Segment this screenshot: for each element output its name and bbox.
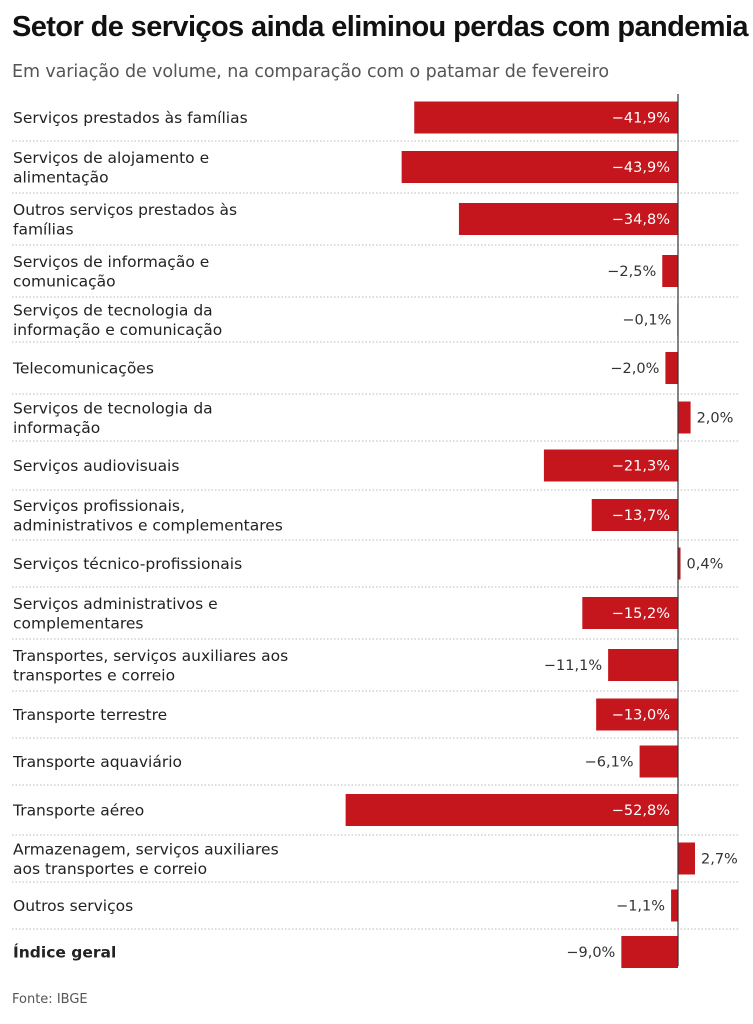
bar	[596, 698, 678, 731]
category-label: aos transportes e correio	[13, 860, 207, 878]
category-label: Índice geral	[13, 943, 116, 962]
data-label: −2,0%	[610, 361, 659, 377]
category-label: Serviços de informação e	[13, 253, 209, 271]
data-label: −13,7%	[612, 508, 670, 524]
category-label: comunicação	[13, 272, 116, 290]
category-label: Transporte aquaviário	[12, 753, 182, 771]
category-label: Serviços de alojamento e	[13, 149, 209, 167]
data-label: 2,0%	[697, 411, 734, 427]
category-label: Serviços audiovisuais	[13, 457, 179, 475]
category-label: Transportes, serviços auxiliares aos	[12, 647, 288, 665]
bar	[678, 842, 695, 875]
data-label: 0,4%	[687, 557, 724, 573]
bar	[639, 745, 678, 778]
category-label: Telecomunicações	[12, 360, 154, 378]
bar	[401, 151, 678, 183]
data-label: −43,9%	[612, 160, 670, 176]
category-label: Transporte aéreo	[12, 802, 144, 820]
category-label: informação e comunicação	[13, 321, 222, 339]
bar	[678, 401, 691, 434]
category-label: alimentação	[13, 168, 109, 186]
chart-subtitle: Em variação de volume, na comparação com…	[12, 62, 609, 82]
data-label: 2,7%	[701, 852, 738, 868]
data-label: −34,8%	[612, 212, 670, 228]
bar	[621, 936, 678, 968]
category-label: Serviços administrativos e	[13, 595, 218, 613]
data-label: −1,1%	[616, 899, 665, 915]
data-label: −11,1%	[544, 658, 602, 674]
data-label: −0,1%	[622, 313, 671, 329]
bar	[458, 203, 678, 235]
bar	[678, 547, 681, 580]
source-note: Fonte: IBGE	[12, 992, 88, 1007]
category-label: Serviços de tecnologia da	[13, 399, 213, 417]
data-label: −6,1%	[585, 755, 634, 771]
bar	[608, 649, 678, 681]
category-label: Serviços prestados às famílias	[13, 109, 248, 127]
category-label: Transporte terrestre	[12, 706, 167, 724]
category-label: informação	[13, 419, 100, 437]
bar	[582, 597, 678, 629]
data-label: −15,2%	[612, 606, 670, 622]
chart-title: Setor de serviços ainda eliminou perdas …	[12, 11, 749, 43]
data-label: −21,3%	[612, 459, 670, 475]
bar	[345, 794, 678, 826]
bar	[591, 499, 678, 531]
bar	[662, 255, 678, 287]
category-label: famílias	[13, 220, 74, 238]
data-label: −13,0%	[612, 708, 670, 724]
category-label: Outros serviços	[13, 897, 133, 915]
category-label: Serviços profissionais,	[13, 497, 185, 515]
data-label: −2,5%	[607, 264, 656, 280]
category-label: Serviços de tecnologia da	[13, 301, 213, 319]
bar	[543, 449, 678, 482]
category-label: Armazenagem, serviços auxiliares	[13, 840, 279, 858]
category-label: Outros serviços prestados às	[13, 201, 237, 219]
category-label: administrativos e complementares	[13, 516, 283, 534]
data-label: −9,0%	[566, 945, 615, 961]
bar	[665, 352, 678, 384]
bar	[414, 101, 678, 134]
data-label: −52,8%	[612, 803, 670, 819]
category-label: Serviços técnico-profissionais	[13, 555, 242, 573]
bar	[671, 889, 678, 922]
category-label: transportes e correio	[13, 666, 175, 684]
category-label: complementares	[13, 614, 143, 632]
data-label: −41,9%	[612, 111, 670, 127]
